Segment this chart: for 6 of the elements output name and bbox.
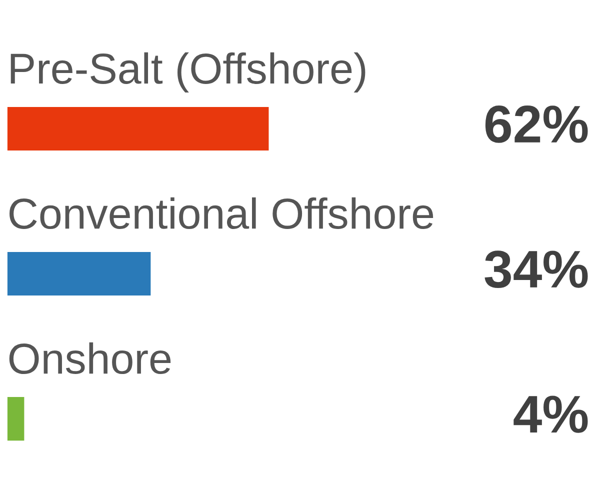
y-tick-label: Pre-Salt (Offshore) <box>10 52 366 92</box>
y-tick-label: Conventional Offshore <box>10 197 434 230</box>
data-label: 62% <box>485 106 588 143</box>
data-label: 4% <box>514 396 588 433</box>
y-tick-label: Onshore <box>9 342 171 374</box>
data-label: 34% <box>484 250 588 288</box>
